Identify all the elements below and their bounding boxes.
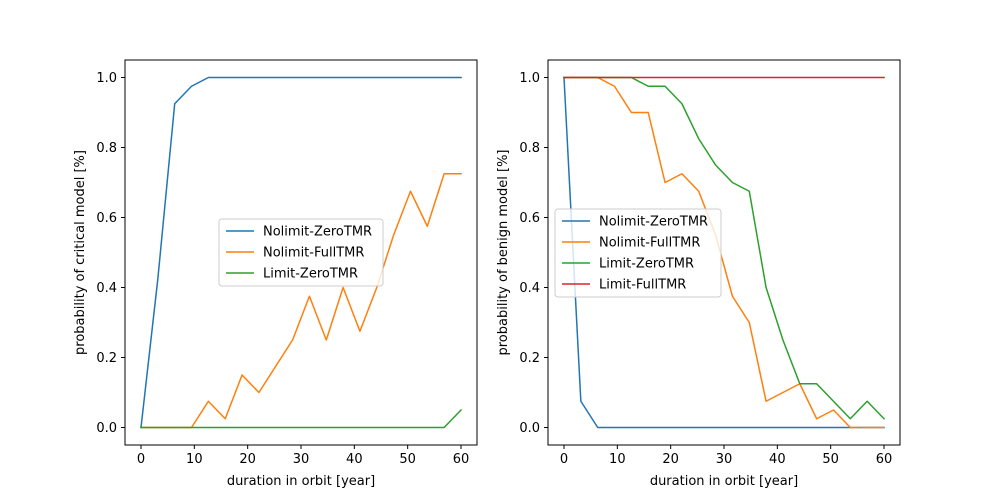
y-axis-label: probability of critical model [%]	[73, 150, 88, 355]
x-tick-label: 40	[346, 452, 363, 467]
x-tick-label: 0	[560, 452, 568, 467]
y-tick-label: 0.2	[96, 351, 117, 366]
y-tick-label: 0.6	[519, 211, 540, 226]
x-tick-label: 30	[716, 452, 733, 467]
series-line-nolimit-zerotmr	[563, 76, 885, 429]
x-tick-label: 40	[769, 452, 786, 467]
y-tick-label: 0.8	[96, 141, 117, 156]
x-tick-label: 0	[137, 452, 145, 467]
x-tick-label: 20	[239, 452, 256, 467]
x-axis-label: duration in orbit [year]	[650, 474, 798, 489]
legend-entry-label: Nolimit-ZeroTMR	[599, 215, 708, 230]
x-tick-label: 60	[876, 452, 893, 467]
legend: Nolimit-ZeroTMR Nolimit-FullTMR Limit-Zero…	[218, 218, 384, 287]
y-tick-label: 0.0	[96, 421, 117, 436]
x-tick-label: 10	[609, 452, 626, 467]
chart-panel-1: 0 10 20 30 40 50 60 0.0 0.2 0.4 0.6 0.8 1.0 duration …	[73, 59, 478, 489]
legend-entry-label: Limit-ZeroTMR	[263, 267, 358, 282]
y-tick-label: 0.4	[96, 281, 117, 296]
x-tick-label: 50	[399, 452, 416, 467]
legend-entry-label: Limit-FullTMR	[599, 278, 686, 293]
y-tick-label: 1.0	[96, 71, 117, 86]
x-tick-label: 30	[293, 452, 310, 467]
legend-entry-label: Limit-ZeroTMR	[599, 257, 694, 272]
y-tick-label: 0.4	[519, 281, 540, 296]
x-tick-label: 60	[453, 452, 470, 467]
x-tick-label: 20	[662, 452, 679, 467]
x-tick-label: 10	[186, 452, 203, 467]
y-tick-label: 0.8	[519, 141, 540, 156]
y-tick-label: 1.0	[519, 71, 540, 86]
legend-entry-label: Nolimit-ZeroTMR	[263, 225, 372, 240]
legend-entry-label: Nolimit-FullTMR	[599, 236, 700, 251]
legend-entry-label: Nolimit-FullTMR	[263, 246, 364, 261]
legend: Nolimit-ZeroTMR Nolimit-FullTMR Limit-Zero…	[554, 208, 722, 298]
x-axis-label: duration in orbit [year]	[227, 474, 375, 489]
y-tick-label: 0.6	[96, 211, 117, 226]
y-axis-label: probability of benign model [%]	[496, 150, 511, 356]
x-tick-label: 50	[822, 452, 839, 467]
chart-panel-2: 0 10 20 30 40 50 60 0.0 0.2 0.4 0.6 0.8 1.0 duration …	[496, 59, 901, 489]
y-tick-label: 0.2	[519, 351, 540, 366]
series-line-nolimit-zerotmr	[140, 76, 462, 429]
legend-frame	[554, 208, 722, 298]
series-line-nolimit-fulltmr	[140, 173, 462, 429]
series-line-nolimit-fulltmr	[563, 76, 885, 429]
y-tick-label: 0.0	[519, 421, 540, 436]
series-line-limit-zerotmr	[140, 408, 463, 429]
legend-frame	[218, 218, 384, 287]
